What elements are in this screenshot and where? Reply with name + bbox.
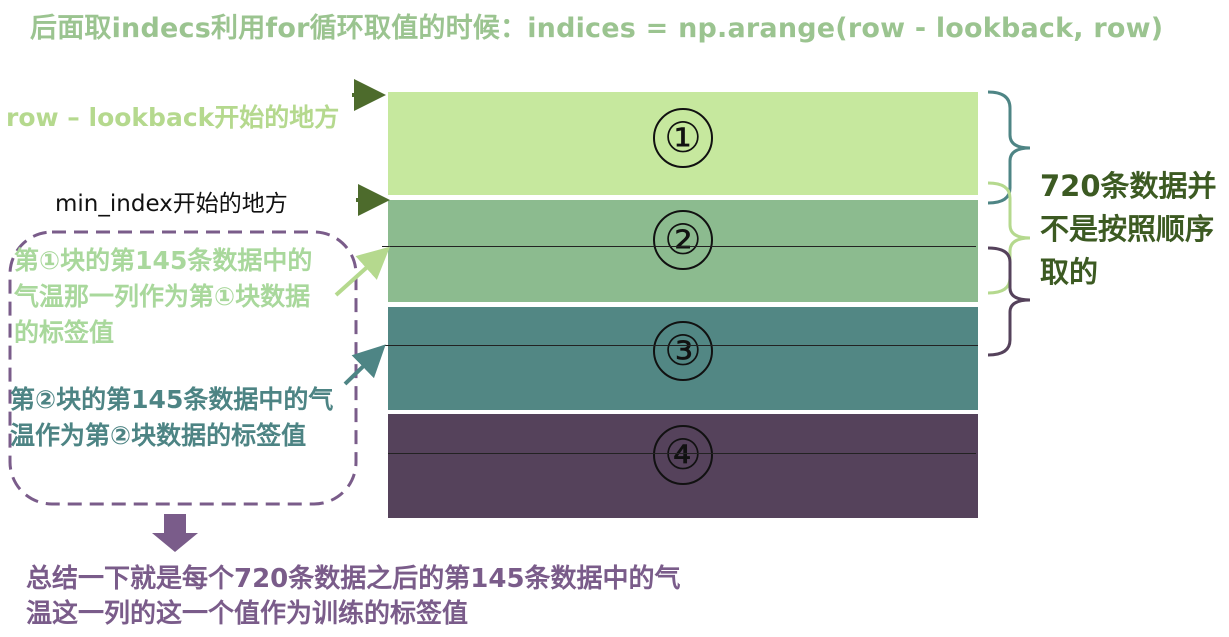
brace-block3	[987, 246, 1031, 357]
data-block-1: ①	[388, 92, 978, 195]
block-number: ①	[653, 108, 713, 168]
sample-row-line	[382, 246, 976, 247]
note2-pointer-arrow	[343, 344, 386, 386]
page-title: 后面取indecs利用for循环取值的时候：indices = np.arang…	[30, 13, 1164, 44]
summary-note: 总结一下就是每个720条数据之后的第145条数据中的气温这一列的这一个值作为训练…	[26, 564, 681, 629]
block1-label-note: 第①块的第145条数据中的气温那一列作为第①块数据的标签值	[14, 246, 313, 347]
note1-pointer-arrow	[334, 246, 390, 297]
sample-row-line	[385, 345, 978, 346]
down-arrow-head	[152, 533, 198, 552]
sample-row-line	[388, 453, 976, 454]
block-number: ②	[653, 210, 713, 270]
data-block-2: ②	[388, 200, 978, 302]
down-arrow-shaft	[164, 514, 186, 534]
data-block-3: ③	[388, 307, 978, 410]
row-lookback-start-label: row – lookback开始的地方	[6, 103, 340, 132]
block2-label-note: 第②块的第145条数据中的气温作为第②块数据的标签值	[10, 385, 334, 450]
brace-block1	[987, 90, 1031, 205]
random-order-note: 720条数据并不是按照顺序取的	[1040, 169, 1217, 289]
block-number: ③	[653, 321, 713, 381]
min-index-start-label: min_index开始的地方	[55, 191, 288, 217]
data-block-4: ④	[388, 414, 978, 518]
block-number: ④	[653, 425, 713, 485]
